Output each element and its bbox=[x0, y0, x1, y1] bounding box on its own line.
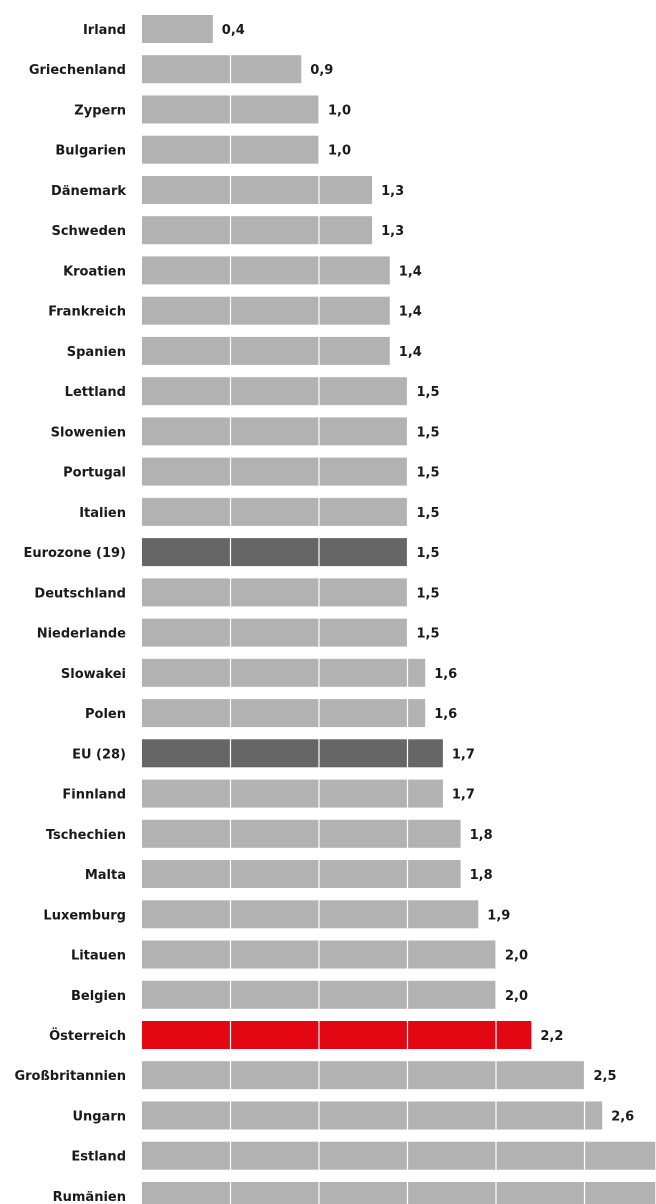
bar-schweden bbox=[142, 216, 373, 245]
bar-finnland bbox=[142, 779, 443, 808]
category-label-litauen: Litauen bbox=[71, 949, 126, 964]
category-label-slowenien: Slowenien bbox=[51, 425, 126, 440]
category-label-eu-28: EU (28) bbox=[72, 747, 126, 762]
category-label-daenemark: Dänemark bbox=[51, 184, 126, 199]
value-label-slowenien: 1,5 bbox=[417, 425, 440, 440]
bar-oesterreich bbox=[142, 1021, 532, 1049]
bar-eurozone-19 bbox=[142, 538, 408, 567]
bar-irland bbox=[142, 15, 213, 43]
value-label-oesterreich: 2,2 bbox=[540, 1029, 563, 1044]
bar-grossbritannien bbox=[142, 1061, 585, 1090]
value-label-daenemark: 1,3 bbox=[381, 184, 404, 199]
category-label-spanien: Spanien bbox=[67, 345, 126, 360]
category-label-oesterreich: Österreich bbox=[49, 1028, 126, 1044]
category-label-italien: Italien bbox=[79, 506, 126, 521]
value-label-grossbritannien: 2,5 bbox=[594, 1069, 617, 1084]
value-label-polen: 1,6 bbox=[434, 707, 457, 722]
value-label-finnland: 1,7 bbox=[452, 788, 475, 803]
value-label-irland: 0,4 bbox=[222, 23, 245, 38]
category-label-deutschland: Deutschland bbox=[34, 586, 126, 601]
bar-estland bbox=[142, 1141, 656, 1170]
value-label-bulgarien: 1,0 bbox=[328, 144, 351, 159]
value-label-lettland: 1,5 bbox=[417, 385, 440, 400]
category-label-frankreich: Frankreich bbox=[48, 305, 126, 320]
value-label-spanien: 1,4 bbox=[399, 345, 422, 360]
bar-slowakei bbox=[142, 658, 426, 687]
value-label-malta: 1,8 bbox=[470, 868, 493, 883]
bar-malta bbox=[142, 860, 461, 888]
category-label-schweden: Schweden bbox=[51, 224, 126, 239]
category-label-slowakei: Slowakei bbox=[61, 667, 126, 682]
category-label-luxemburg: Luxemburg bbox=[43, 908, 126, 923]
category-label-ungarn: Ungarn bbox=[72, 1110, 126, 1125]
gridlines-group bbox=[229, 15, 586, 1204]
value-label-litauen: 2,0 bbox=[505, 949, 528, 964]
category-label-finnland: Finnland bbox=[62, 788, 126, 803]
bar-ungarn bbox=[142, 1101, 603, 1130]
bar-daenemark bbox=[142, 176, 373, 204]
value-label-belgien: 2,0 bbox=[505, 989, 528, 1004]
value-label-frankreich: 1,4 bbox=[399, 305, 422, 320]
value-label-eurozone-19: 1,5 bbox=[417, 546, 440, 561]
value-label-luxemburg: 1,9 bbox=[487, 908, 510, 923]
bar-tschechien bbox=[142, 819, 461, 848]
bar-lettland bbox=[142, 377, 408, 406]
value-label-niederlande: 1,5 bbox=[417, 627, 440, 642]
category-label-tschechien: Tschechien bbox=[46, 828, 126, 843]
category-label-polen: Polen bbox=[85, 707, 126, 722]
category-label-griechenland: Griechenland bbox=[29, 63, 126, 78]
bar-spanien bbox=[142, 336, 390, 365]
value-labels-group: 0,4 0,9 1,0 1,0 1,3 1,3 1,4 1,4 1,4 1,5 1,5 1,5 1,5 1… bbox=[222, 23, 634, 1125]
bar-griechenland bbox=[142, 55, 302, 84]
category-labels-group: Irland Griechenland Zypern Bulgarien Dänemar… bbox=[14, 23, 126, 1204]
value-label-kroatien: 1,4 bbox=[399, 264, 422, 279]
category-label-malta: Malta bbox=[85, 868, 126, 883]
category-label-irland: Irland bbox=[83, 23, 126, 38]
category-label-bulgarien: Bulgarien bbox=[55, 144, 126, 159]
value-label-tschechien: 1,8 bbox=[470, 828, 493, 843]
bars-group bbox=[142, 15, 656, 1204]
bar-luxemburg bbox=[142, 900, 479, 929]
bar-frankreich bbox=[142, 296, 390, 325]
value-label-italien: 1,5 bbox=[417, 506, 440, 521]
bar-italien bbox=[142, 497, 408, 526]
category-label-kroatien: Kroatien bbox=[63, 264, 126, 279]
category-label-eurozone-19: Eurozone (19) bbox=[23, 546, 126, 561]
bar-niederlande bbox=[142, 618, 408, 647]
bar-eu-28 bbox=[142, 739, 443, 768]
category-label-estland: Estland bbox=[71, 1150, 126, 1165]
category-label-zypern: Zypern bbox=[74, 104, 126, 119]
bar-deutschland bbox=[142, 578, 408, 607]
value-label-zypern: 1,0 bbox=[328, 104, 351, 119]
category-label-rumaenien: Rumänien bbox=[53, 1190, 126, 1204]
bar-slowenien bbox=[142, 417, 408, 446]
category-label-belgien: Belgien bbox=[71, 989, 126, 1004]
bar-rumaenien bbox=[142, 1182, 656, 1204]
value-label-ungarn: 2,6 bbox=[611, 1110, 634, 1125]
bar-portugal bbox=[142, 457, 408, 486]
value-label-griechenland: 0,9 bbox=[310, 63, 333, 78]
value-label-portugal: 1,5 bbox=[417, 466, 440, 481]
value-label-slowakei: 1,6 bbox=[434, 667, 457, 682]
value-label-eu-28: 1,7 bbox=[452, 747, 475, 762]
value-label-schweden: 1,3 bbox=[381, 224, 404, 239]
value-label-deutschland: 1,5 bbox=[417, 586, 440, 601]
category-label-portugal: Portugal bbox=[63, 466, 126, 481]
bar-polen bbox=[142, 699, 426, 728]
category-label-lettland: Lettland bbox=[65, 385, 126, 400]
bar-kroatien bbox=[142, 256, 390, 285]
category-label-niederlande: Niederlande bbox=[37, 627, 126, 642]
category-label-grossbritannien: Großbritannien bbox=[14, 1069, 126, 1084]
